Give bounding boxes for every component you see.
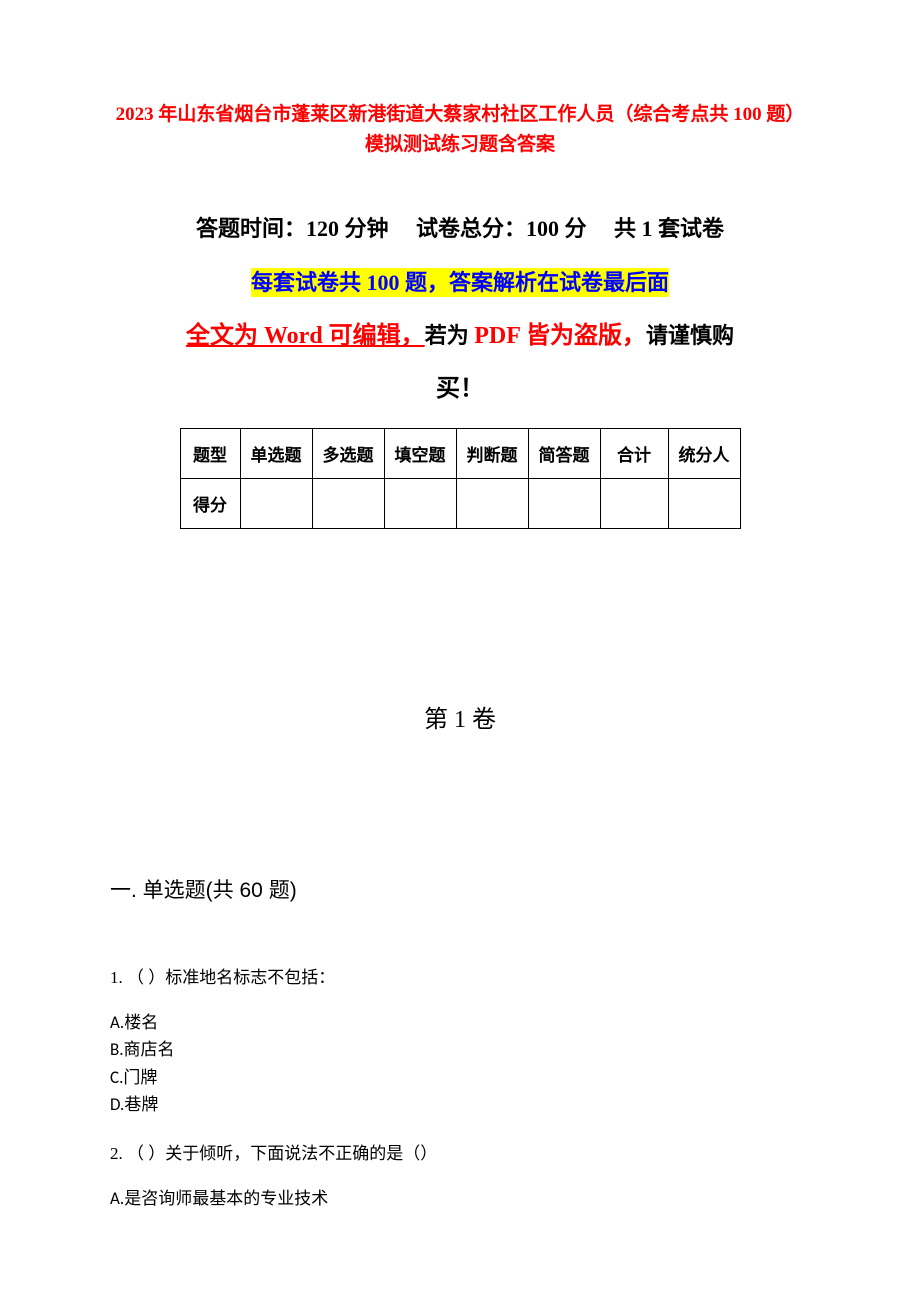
question-text: （ ）关于倾听，下面说法不正确的是（）: [127, 1144, 437, 1163]
section-title: 一. 单选题(共 60 题): [110, 874, 810, 904]
table-empty-cell: [456, 478, 528, 528]
table-score-row: 得分: [180, 478, 740, 528]
table-header-row: 题型 单选题 多选题 填空题 判断题 简答题 合计 统分人: [180, 428, 740, 478]
table-row-label: 得分: [180, 478, 240, 528]
question-number: 1.: [110, 968, 123, 987]
table-empty-cell: [528, 478, 600, 528]
table-header-cell: 统分人: [668, 428, 740, 478]
score-label: 试卷总分：: [416, 216, 526, 241]
table-header-cell: 题型: [180, 428, 240, 478]
highlight-text: 每套试卷共 100 题，答案解析在试卷最后面: [251, 268, 669, 297]
question-1-options: A.楼名 B.商店名 C.门牌 D.巷牌: [110, 1009, 810, 1118]
score-table: 题型 单选题 多选题 填空题 判断题 简答题 合计 统分人 得分: [180, 428, 741, 529]
word-part3: PDF 皆为盗版，: [474, 323, 646, 349]
table-empty-cell: [240, 478, 312, 528]
table-empty-cell: [668, 478, 740, 528]
document-title: 2023 年山东省烟台市蓬莱区新港街道大蔡家村社区工作人员（综合考点共 100 …: [110, 100, 810, 161]
question-text: （ ）标准地名标志不包括：: [127, 968, 335, 987]
question-1: 1. （ ）标准地名标志不包括：: [110, 964, 810, 991]
volume-title: 第 1 卷: [110, 699, 810, 734]
time-value: 120 分钟: [306, 216, 389, 241]
table-empty-cell: [384, 478, 456, 528]
score-value: 100 分: [526, 216, 587, 241]
table-header-cell: 合计: [600, 428, 668, 478]
option-c: C.门牌: [110, 1064, 810, 1091]
word-editable-line: 全文为 Word 可编辑，若为 PDF 皆为盗版，请谨慎购: [110, 315, 810, 358]
question-2-options: A.是咨询师最基本的专业技术: [110, 1185, 810, 1212]
table-header-cell: 多选题: [312, 428, 384, 478]
highlight-line: 每套试卷共 100 题，答案解析在试卷最后面: [110, 265, 810, 297]
time-label: 答题时间：: [196, 216, 306, 241]
question-number: 2.: [110, 1144, 123, 1163]
table-empty-cell: [600, 478, 668, 528]
word-part2: 若为: [425, 323, 475, 348]
buy-text: 买！: [110, 368, 810, 403]
table-empty-cell: [312, 478, 384, 528]
table-header-cell: 判断题: [456, 428, 528, 478]
option-a: A.是咨询师最基本的专业技术: [110, 1185, 810, 1212]
table-header-cell: 简答题: [528, 428, 600, 478]
question-2: 2. （ ）关于倾听，下面说法不正确的是（）: [110, 1140, 810, 1167]
word-part4: 请谨慎购: [646, 323, 734, 348]
option-a: A.楼名: [110, 1009, 810, 1036]
option-d: D.巷牌: [110, 1091, 810, 1118]
table-header-cell: 单选题: [240, 428, 312, 478]
table-header-cell: 填空题: [384, 428, 456, 478]
set-label: 共 1 套试卷: [614, 216, 724, 241]
word-part1: 全文为 Word 可编辑，: [186, 323, 425, 349]
option-b: B.商店名: [110, 1036, 810, 1063]
exam-info-line: 答题时间：120 分钟 试卷总分：100 分 共 1 套试卷: [110, 211, 810, 243]
